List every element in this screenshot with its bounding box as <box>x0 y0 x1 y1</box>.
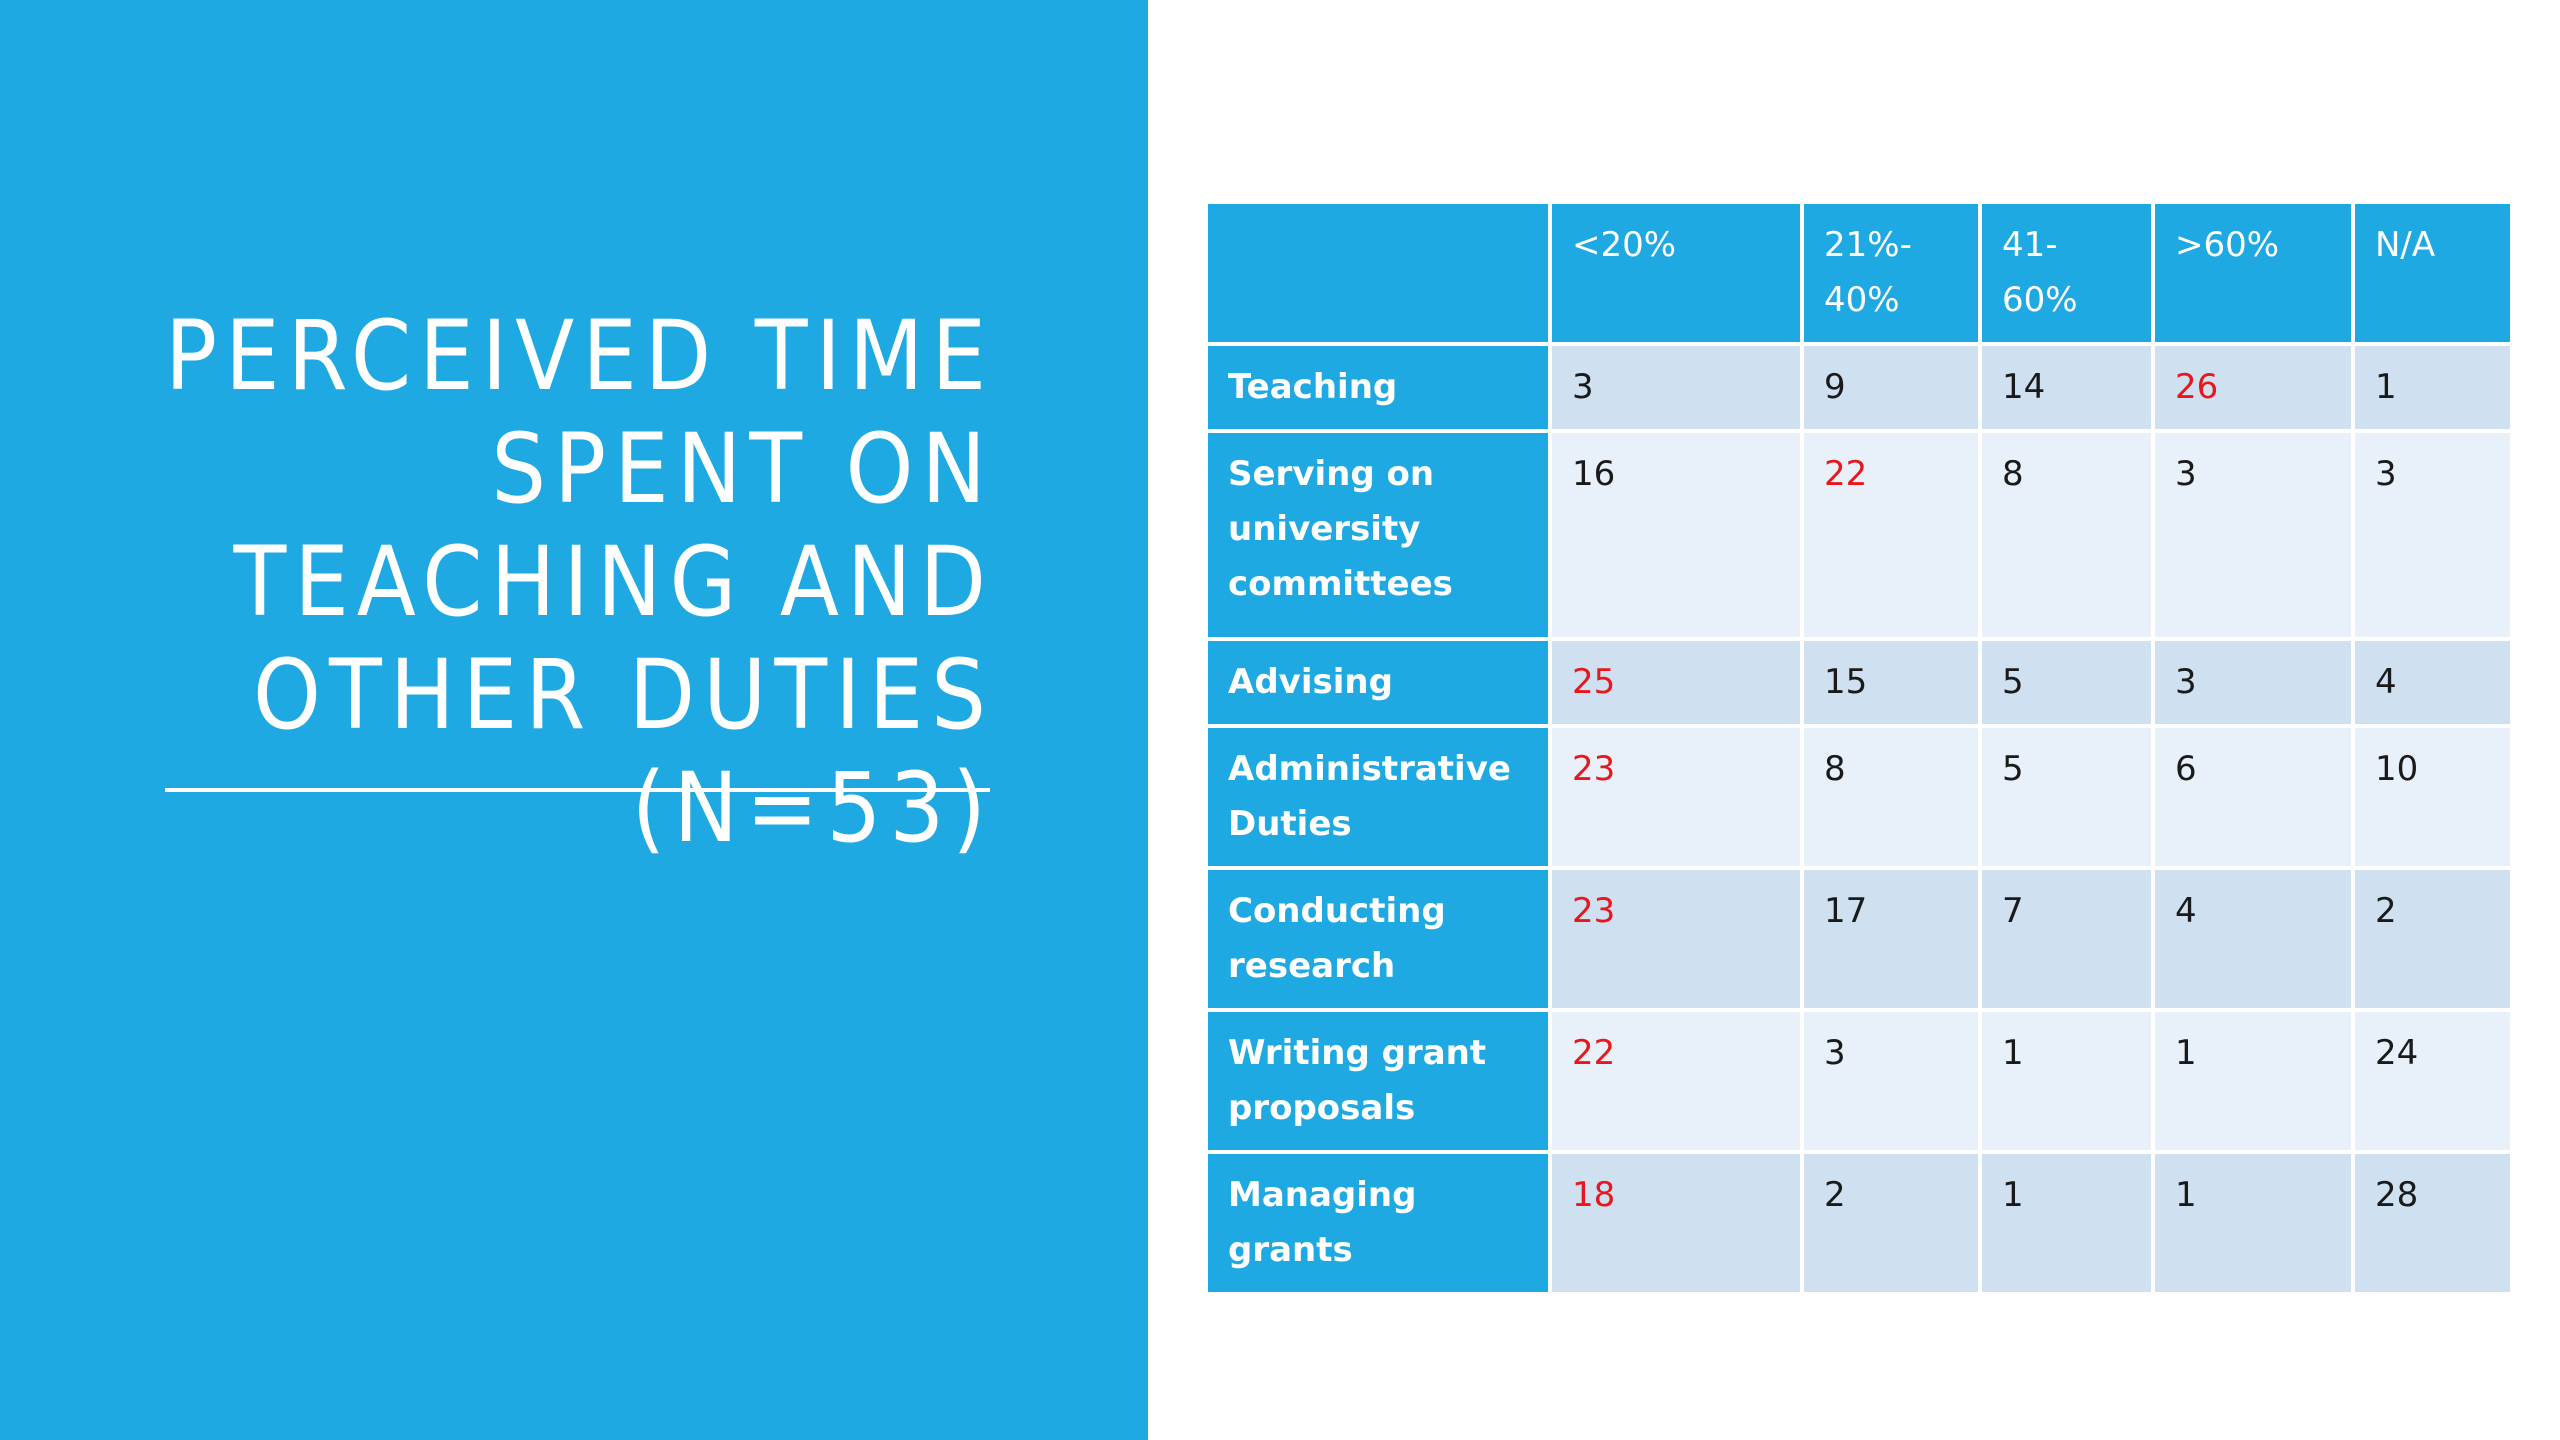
row-label: Teaching <box>1204 342 1552 433</box>
table-cell: 23 <box>1548 724 1804 870</box>
header-cell-41-60: 41- 60% <box>1978 200 2155 346</box>
table-cell: 1 <box>1978 1150 2155 1296</box>
table-cell: 3 <box>2351 429 2514 641</box>
title-underline <box>165 788 990 792</box>
table-cell: 5 <box>1978 724 2155 870</box>
header-cell-under-20: <20% <box>1548 200 1804 346</box>
table-cell: 2 <box>1800 1150 1982 1296</box>
table-cell: 15 <box>1800 637 1982 728</box>
table-cell: 3 <box>1548 342 1804 433</box>
table-cell: 18 <box>1548 1150 1804 1296</box>
table-cell: 22 <box>1548 1008 1804 1154</box>
table-body: Teaching 3 9 14 26 1 Serving on university com… <box>1204 342 2514 1296</box>
table-row: Conducting research 23 17 7 4 2 <box>1204 866 2514 1012</box>
table-cell: 3 <box>2151 637 2355 728</box>
table-cell: 1 <box>2151 1150 2355 1296</box>
table-row: Writing grant proposals 22 3 1 1 24 <box>1204 1008 2514 1154</box>
table-row: Teaching 3 9 14 26 1 <box>1204 342 2514 433</box>
table-cell: 6 <box>2151 724 2355 870</box>
table-cell: 5 <box>1978 637 2155 728</box>
table-cell: 23 <box>1548 866 1804 1012</box>
table-row: Managing grants 18 2 1 1 28 <box>1204 1150 2514 1296</box>
table-cell: 2 <box>2351 866 2514 1012</box>
table-cell: 8 <box>1978 429 2155 641</box>
header-cell-over-60: >60% <box>2151 200 2355 346</box>
header-cell-corner <box>1204 200 1552 346</box>
header-cell-21-40: 21%- 40% <box>1800 200 1982 346</box>
table-cell: 26 <box>2151 342 2355 433</box>
table-row: Advising 25 15 5 3 4 <box>1204 637 2514 728</box>
row-label: Managing grants <box>1204 1150 1552 1296</box>
title-panel: Perceived time spent on teaching and oth… <box>0 0 1148 1440</box>
right-edge-strip <box>2554 0 2560 1440</box>
table-cell: 8 <box>1800 724 1982 870</box>
header-cell-na: N/A <box>2351 200 2514 346</box>
table-cell: 10 <box>2351 724 2514 870</box>
slide-title: Perceived time spent on teaching and oth… <box>164 300 994 864</box>
table-cell: 9 <box>1800 342 1982 433</box>
table-cell: 14 <box>1978 342 2155 433</box>
table-cell: 4 <box>2351 637 2514 728</box>
survey-table: <20% 21%- 40% 41- 60% >60% N/A Teaching 3… <box>1204 200 2514 1296</box>
table-cell: 22 <box>1800 429 1982 641</box>
table-cell: 3 <box>1800 1008 1982 1154</box>
table-cell: 16 <box>1548 429 1804 641</box>
row-label: Serving on university committees <box>1204 429 1552 641</box>
table-cell: 1 <box>1978 1008 2155 1154</box>
table-cell: 1 <box>2351 342 2514 433</box>
table-cell: 25 <box>1548 637 1804 728</box>
table-cell: 7 <box>1978 866 2155 1012</box>
table-cell: 28 <box>2351 1150 2514 1296</box>
row-label: Conducting research <box>1204 866 1552 1012</box>
table-cell: 24 <box>2351 1008 2514 1154</box>
table-cell: 1 <box>2151 1008 2355 1154</box>
table-header-row: <20% 21%- 40% 41- 60% >60% N/A <box>1204 200 2514 346</box>
table-cell: 4 <box>2151 866 2355 1012</box>
row-label: Advising <box>1204 637 1552 728</box>
row-label: Administrative Duties <box>1204 724 1552 870</box>
row-label: Writing grant proposals <box>1204 1008 1552 1154</box>
table-cell: 17 <box>1800 866 1982 1012</box>
table-row: Serving on university committees 16 22 8 3 3 <box>1204 429 2514 641</box>
table-cell: 3 <box>2151 429 2355 641</box>
table-row: Administrative Duties 23 8 5 6 10 <box>1204 724 2514 870</box>
